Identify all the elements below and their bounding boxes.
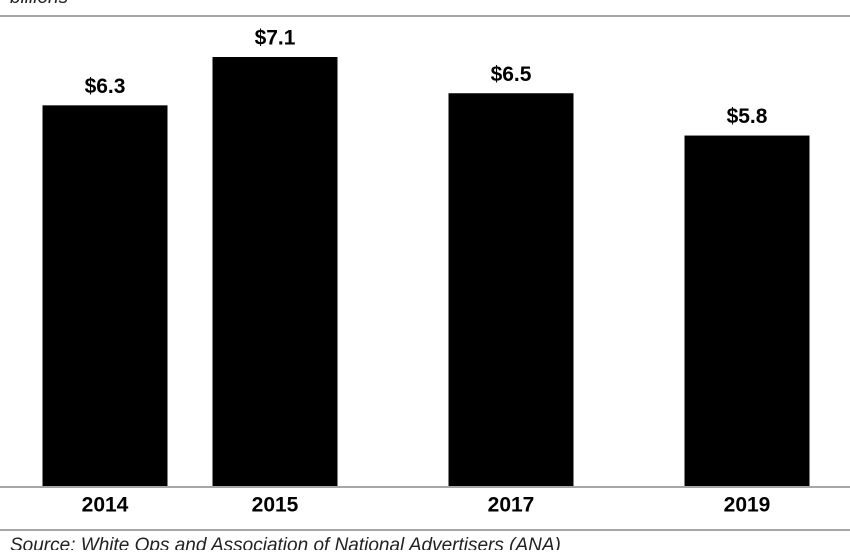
x-tick-label: 2017	[488, 494, 535, 517]
bar	[212, 57, 338, 486]
source-note: Source: White Ops and Association of Nat…	[10, 535, 561, 550]
x-tick-label: 2015	[252, 494, 299, 517]
x-tick-label: 2019	[724, 494, 771, 517]
chart-subtitle: billions	[10, 0, 69, 8]
bar	[42, 105, 168, 487]
bar	[448, 93, 574, 486]
bar	[684, 135, 810, 486]
value-label: $6.5	[491, 63, 532, 86]
x-tick-label: 2014	[82, 494, 129, 517]
value-label: $7.1	[255, 27, 296, 50]
value-label: $6.3	[85, 75, 126, 98]
value-label: $5.8	[727, 105, 768, 128]
